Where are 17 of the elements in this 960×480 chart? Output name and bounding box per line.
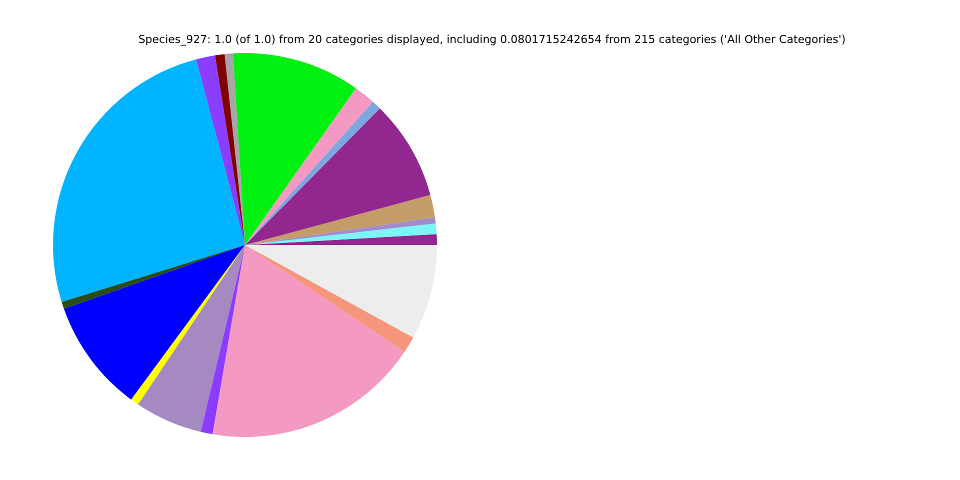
pie-slice <box>245 245 437 338</box>
pie-slice <box>64 245 245 400</box>
pie-slice <box>232 53 356 245</box>
pie-slice <box>245 223 437 245</box>
pie-slice <box>224 53 245 245</box>
pie-slice <box>62 245 245 309</box>
text: Species_927: 1.0 (of 1.0) from 20 categories displayed, including 0.0801715242654 from 215 categories ('All Other Categories') <box>137 33 847 46</box>
pie-slice <box>245 194 435 245</box>
pie-slice <box>245 245 414 352</box>
pie-slice <box>200 245 245 434</box>
pie-slice <box>214 54 245 245</box>
pie-slice <box>196 55 245 245</box>
pie-slice <box>53 59 245 302</box>
pie-slice <box>245 217 436 245</box>
pie-slice <box>138 245 245 432</box>
pie-slice <box>212 245 404 437</box>
pie-slice <box>131 245 245 404</box>
